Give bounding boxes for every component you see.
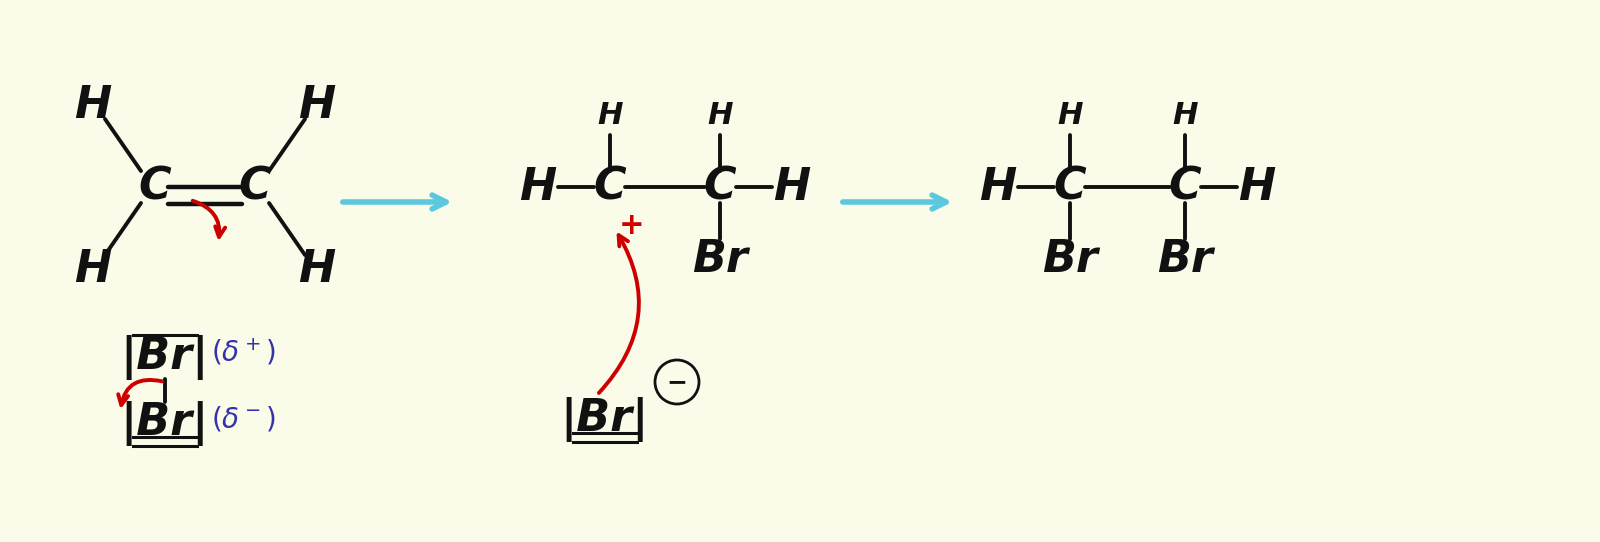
Text: −: − bbox=[667, 370, 688, 394]
Text: C: C bbox=[238, 165, 272, 209]
Text: |Br|: |Br| bbox=[122, 402, 210, 447]
Text: ($\delta^-$): ($\delta^-$) bbox=[211, 404, 275, 434]
Text: C: C bbox=[704, 165, 736, 209]
Text: Br: Br bbox=[1157, 237, 1213, 281]
Text: H: H bbox=[520, 165, 557, 209]
Text: H: H bbox=[74, 248, 112, 291]
Text: H: H bbox=[1238, 165, 1275, 209]
Text: Br: Br bbox=[1042, 237, 1098, 281]
Text: H: H bbox=[1173, 100, 1198, 130]
Text: Br: Br bbox=[693, 237, 747, 281]
Text: H: H bbox=[707, 100, 733, 130]
Text: C: C bbox=[594, 165, 626, 209]
Text: H: H bbox=[74, 83, 112, 126]
Text: ($\delta^+$): ($\delta^+$) bbox=[211, 337, 275, 367]
Text: H: H bbox=[298, 83, 336, 126]
Text: H: H bbox=[597, 100, 622, 130]
Text: H: H bbox=[1058, 100, 1083, 130]
Text: |Br|: |Br| bbox=[122, 334, 210, 379]
Text: H: H bbox=[979, 165, 1016, 209]
Text: |Br|: |Br| bbox=[562, 397, 650, 442]
Text: H: H bbox=[773, 165, 811, 209]
Text: H: H bbox=[298, 248, 336, 291]
Text: C: C bbox=[139, 165, 171, 209]
Text: +: + bbox=[619, 210, 645, 240]
Text: C: C bbox=[1054, 165, 1086, 209]
Text: C: C bbox=[1168, 165, 1202, 209]
